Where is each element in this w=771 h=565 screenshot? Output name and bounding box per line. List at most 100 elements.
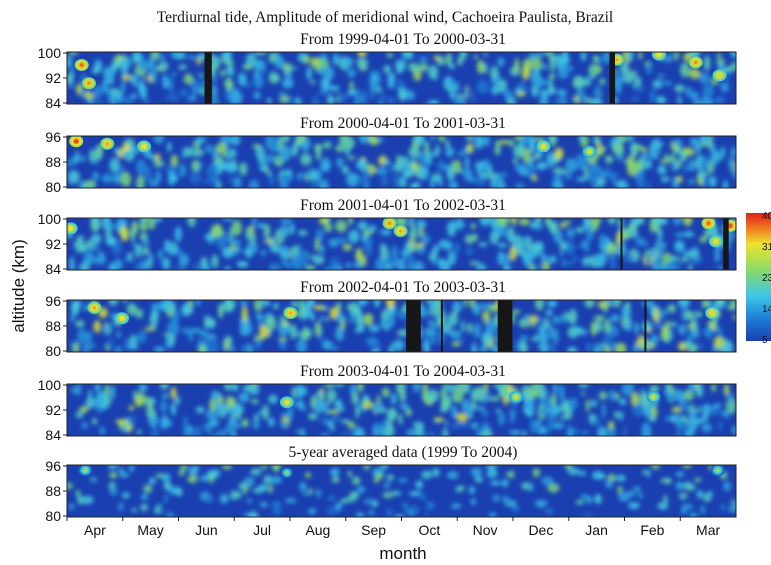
heatmap-cell	[624, 70, 634, 84]
heatmap-cell	[68, 256, 75, 270]
heatmap-cell	[129, 465, 134, 473]
heatmap-cell	[649, 300, 655, 317]
heatmap-cell	[474, 136, 484, 149]
heatmap-cell	[403, 169, 411, 179]
heatmap-cell	[149, 179, 159, 187]
x-tick-label: Oct	[419, 522, 441, 538]
heatmap-cell	[193, 263, 201, 270]
heatmap-cell	[428, 300, 437, 311]
heatmap-cell	[685, 86, 693, 97]
heatmap-cell	[451, 503, 462, 510]
heatmap-cell	[71, 300, 80, 316]
heatmap-cell	[460, 97, 467, 104]
heatmap-cell	[281, 260, 290, 266]
heatmap-cell	[696, 489, 703, 499]
heatmap-cell	[700, 505, 706, 515]
heatmap-cell	[680, 495, 685, 501]
heatmap-cell	[612, 142, 624, 155]
heatmap-cell	[492, 228, 502, 233]
heatmap-cell	[106, 338, 115, 348]
heatmap-cell	[398, 163, 405, 169]
heatmap-cell	[293, 331, 301, 337]
heatmap-cell	[347, 470, 353, 478]
heatmap-cell	[353, 94, 360, 104]
heatmap-cell	[694, 477, 702, 483]
heatmap-cell	[425, 153, 433, 166]
heatmap-cell	[277, 337, 288, 342]
y-tick-label: 96	[45, 458, 61, 474]
heatmap-cell	[416, 220, 427, 228]
heatmap-cell	[267, 136, 279, 152]
heatmap-cell	[319, 53, 328, 61]
heatmap-cell	[174, 52, 186, 60]
heatmap-cell	[166, 511, 175, 517]
heatmap-cell	[138, 384, 148, 392]
heatmap-cell	[109, 157, 120, 173]
heatmap-cell	[386, 305, 392, 319]
heatmap-cell	[590, 164, 600, 172]
heatmap-cell	[610, 314, 620, 323]
heatmap-cell	[129, 415, 137, 427]
heatmap-cell	[167, 320, 180, 337]
heatmap-cell	[707, 490, 714, 498]
heatmap-cell	[602, 52, 612, 64]
heatmap-cell	[390, 311, 395, 327]
heatmap-cell	[347, 68, 356, 78]
heatmap-cell	[497, 412, 506, 426]
heatmap-cell	[206, 495, 214, 503]
heatmap-cell	[237, 484, 247, 489]
heatmap-cell	[223, 300, 235, 311]
heatmap-cell	[148, 477, 156, 485]
heatmap-cell	[247, 498, 252, 504]
heatmap-cell	[115, 419, 127, 424]
hotspot	[715, 468, 720, 473]
hotspot	[105, 142, 110, 146]
heatmap-cell	[356, 512, 364, 517]
x-tick-label: Aug	[305, 522, 330, 538]
heatmap-cell	[732, 314, 736, 320]
heatmap-cell	[638, 52, 643, 60]
heatmap-cell	[592, 471, 604, 480]
heatmap-cell	[558, 316, 569, 324]
heatmap-cell	[548, 324, 554, 339]
heatmap-cell	[509, 429, 521, 436]
heatmap-cell	[618, 398, 627, 406]
heatmap-cell	[124, 95, 132, 104]
heatmap-cell	[550, 340, 556, 352]
heatmap-cell	[546, 416, 558, 422]
heatmap-cell	[357, 384, 364, 393]
heatmap-cell	[397, 310, 409, 320]
heatmap-cell	[373, 477, 379, 483]
heatmap-cell	[210, 390, 221, 401]
heatmap-field	[67, 52, 736, 104]
heatmap-cell	[226, 57, 234, 71]
heatmap-cell	[178, 64, 188, 70]
heatmap-cell	[330, 262, 339, 270]
heatmap-cell	[219, 494, 229, 504]
heatmap-cell	[719, 504, 726, 511]
heatmap-cell	[139, 218, 148, 226]
heatmap-cell	[423, 339, 430, 352]
heatmap-cell	[144, 326, 156, 332]
heatmap-cell	[685, 428, 695, 436]
heatmap-cell	[351, 476, 361, 485]
heatmap-cell	[592, 54, 599, 63]
heatmap-cell	[366, 247, 373, 256]
heatmap-cell	[448, 329, 461, 338]
heatmap-cell	[596, 252, 607, 266]
heatmap-cell	[539, 89, 551, 97]
heatmap-cell	[556, 88, 567, 97]
heatmap-cell	[104, 384, 110, 397]
panel-4: From 2002-04-01 To 2003-03-31 96 88 80	[45, 279, 737, 359]
heatmap-cell	[263, 167, 268, 173]
heatmap-cell	[159, 384, 169, 390]
heatmap-cell	[113, 346, 123, 352]
heatmap-cell	[661, 501, 666, 511]
hotspot	[68, 226, 73, 231]
heatmap-cell	[363, 465, 370, 470]
heatmap-cell	[699, 155, 710, 170]
heatmap-cell	[386, 508, 393, 517]
heatmap-cell	[280, 224, 289, 239]
heatmap-cell	[430, 394, 436, 403]
heatmap-cell	[191, 160, 200, 172]
